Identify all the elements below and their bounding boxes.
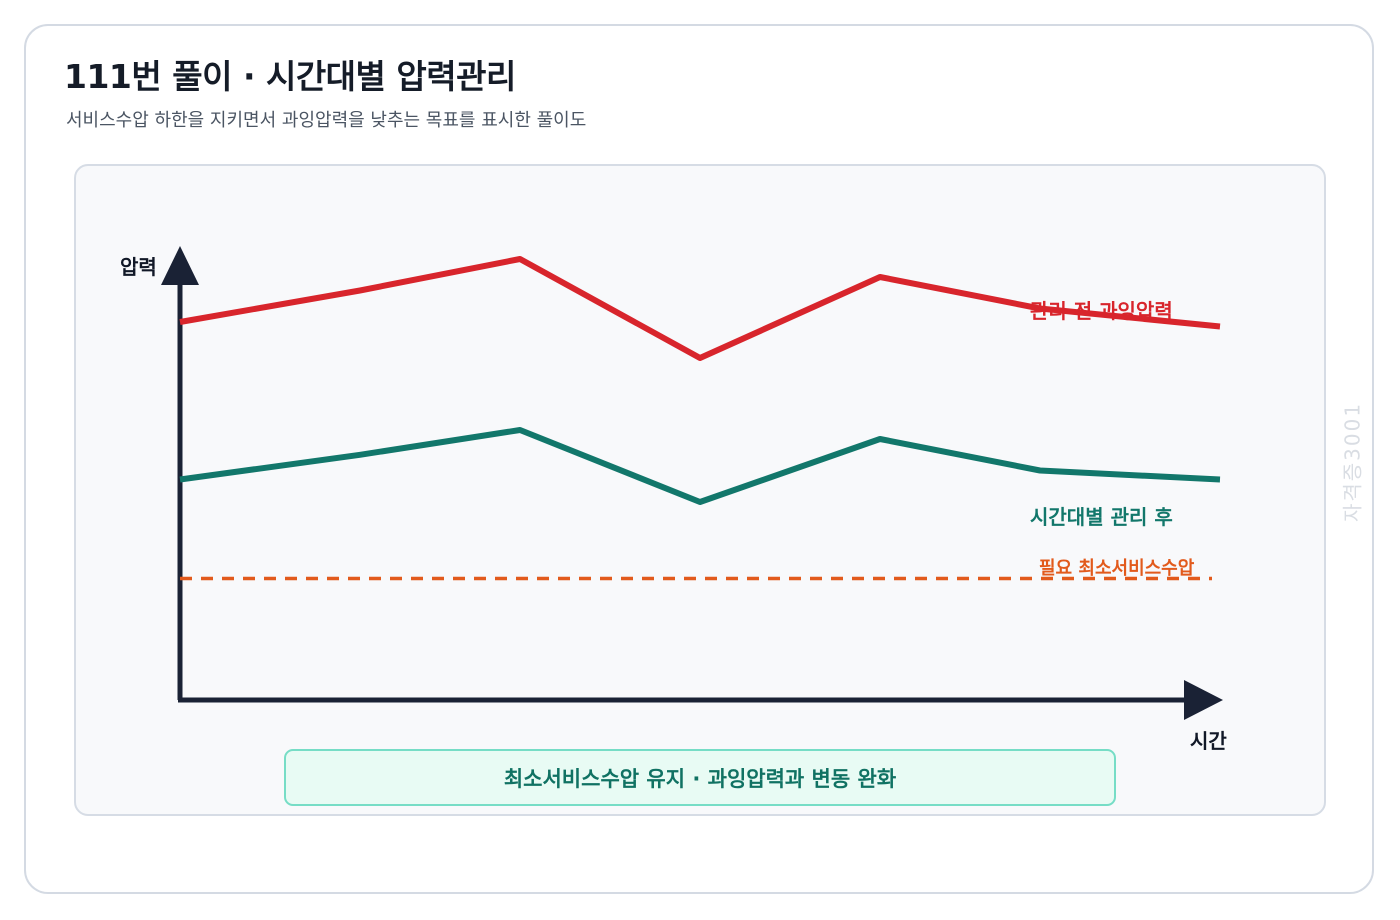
watermark: 자격증3001 <box>1340 401 1365 523</box>
x-axis-label: 시간 <box>1190 729 1227 753</box>
page-title: 111번 풀이 · 시간대별 압력관리 <box>64 57 516 96</box>
x-axis-arrow-icon <box>1184 680 1223 720</box>
before-line-label: 관리 전 과잉압력 <box>1030 299 1173 323</box>
page-subtitle: 서비스수압 하한을 지키면서 과잉압력을 낮추는 목표를 표시한 풀이도 <box>66 110 587 131</box>
diagram-panel <box>74 164 1326 816</box>
summary-banner: 최소서비스수압 유지 · 과잉압력과 변동 완화 <box>284 749 1116 806</box>
y-axis-label: 압력 <box>120 255 157 279</box>
after-pressure-line <box>179 427 1221 505</box>
minimum-line-label: 필요 최소서비스수압 <box>1039 558 1195 579</box>
before-pressure-line <box>179 256 1221 361</box>
after-line-label: 시간대별 관리 후 <box>1030 505 1173 529</box>
y-axis-arrow-icon <box>161 246 199 285</box>
